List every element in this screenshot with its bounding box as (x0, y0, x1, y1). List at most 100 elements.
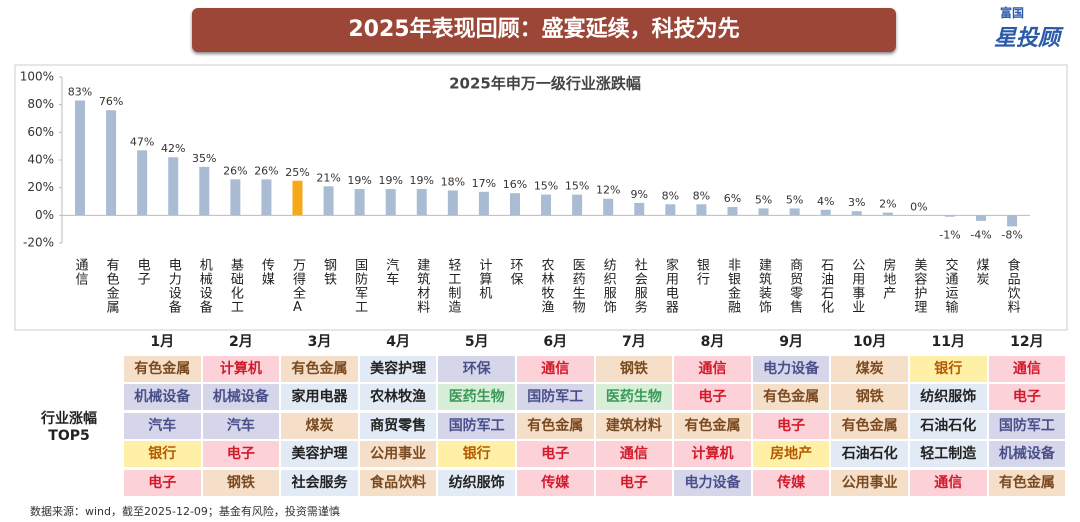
x-tick-label: 国防军工 (352, 258, 368, 314)
value-label: 6% (724, 192, 741, 205)
bar (230, 179, 241, 216)
bar (851, 211, 862, 216)
x-tick-label: 煤炭 (974, 258, 990, 286)
y-tick-label: -20% (23, 236, 54, 250)
x-tick-label: 农林牧渔 (539, 258, 555, 314)
table-cell: 银行 (910, 356, 987, 382)
table-cell: 美容护理 (359, 356, 437, 382)
bar (292, 180, 303, 216)
table-cell: 计算机 (202, 356, 280, 382)
x-tick-label: 通信 (73, 258, 89, 286)
table-cell: 银行 (124, 441, 201, 468)
table-cell: 钢铁 (202, 469, 280, 496)
value-label: 2% (879, 198, 896, 211)
bar (634, 202, 645, 216)
table-cell: 通信 (517, 356, 594, 382)
table-cell: 计算机 (674, 441, 751, 468)
table-cell: 电子 (595, 469, 673, 496)
x-tick-label: 非银金融 (725, 258, 741, 314)
value-label: -1% (939, 228, 960, 241)
table-cell: 钢铁 (595, 356, 673, 382)
x-tick-label: 电子 (135, 258, 151, 286)
table-cell: 有色金属 (124, 356, 201, 382)
table-cell: 通信 (910, 469, 987, 496)
table-cell: 国防军工 (517, 384, 594, 411)
table-cell: 公用事业 (831, 469, 908, 496)
table-cell: 医药生物 (595, 384, 673, 411)
table-cell: 有色金属 (281, 356, 358, 382)
table-cell: 煤炭 (831, 356, 908, 382)
bar (261, 179, 272, 216)
y-tick-label: 40% (27, 153, 54, 167)
x-tick-label: 房地产 (880, 257, 896, 300)
value-label: 26% (223, 164, 247, 177)
x-tick-label: 电力设备 (166, 258, 182, 314)
x-tick-label: 食品饮料 (1005, 257, 1021, 314)
month-header: 3月 (307, 334, 332, 350)
value-label: 3% (848, 196, 865, 209)
table-cell: 有色金属 (831, 412, 908, 439)
banner-title: 2025年表现回顾：盛宴延续，科技为先 (192, 8, 896, 52)
month-header: 10月 (852, 334, 887, 350)
table-cell: 通信 (595, 441, 673, 468)
footer: 数据来源：wind，截至2025-12-09；基金有风险，投资需谨慎 (30, 505, 340, 518)
x-tick-label: 石油石化 (818, 258, 834, 314)
bar (758, 208, 769, 216)
value-label: 8% (693, 189, 710, 202)
table-cell: 电力设备 (752, 356, 830, 382)
bar (727, 207, 738, 216)
bar (323, 186, 334, 216)
table-cell: 机械设备 (988, 441, 1066, 468)
value-label: 26% (254, 164, 278, 177)
table-cell: 电子 (202, 441, 280, 468)
value-label: 17% (472, 177, 496, 190)
table-cell: 石油石化 (831, 441, 908, 468)
table-cell: 电子 (752, 412, 830, 439)
logo-main: 星投顾 (994, 26, 1061, 51)
value-label: 15% (565, 180, 589, 193)
table-cell: 通信 (988, 356, 1066, 382)
table-cell: 有色金属 (674, 412, 751, 439)
table-cell: 电子 (124, 469, 201, 496)
bar (478, 191, 489, 216)
table-cell: 国防军工 (438, 412, 515, 439)
table-cell: 有色金属 (752, 384, 830, 411)
bar (789, 208, 800, 216)
y-tick-label: 0% (35, 208, 54, 222)
table-cell: 商贸零售 (359, 412, 437, 439)
value-label: 16% (503, 178, 527, 191)
table-cell: 电子 (988, 384, 1066, 411)
bar (820, 209, 831, 216)
bar (603, 198, 614, 216)
bar (137, 150, 148, 216)
table-cell: 传媒 (752, 469, 830, 496)
bar (541, 194, 552, 216)
x-tick-label: 美容护理 (911, 258, 927, 314)
table-cell: 有色金属 (988, 469, 1066, 496)
x-tick-label: 传媒 (259, 258, 275, 286)
bar (354, 189, 365, 216)
x-tick-label: 公用事业 (849, 258, 865, 314)
table-cell: 医药生物 (438, 384, 515, 411)
bar (416, 189, 427, 216)
bar (944, 215, 955, 217)
bar (75, 100, 85, 216)
value-label: 0% (910, 200, 927, 213)
chart-frame (14, 64, 1068, 331)
value-label: -8% (1001, 228, 1022, 241)
value-label: 5% (755, 193, 772, 206)
y-tick-label: 60% (27, 125, 54, 139)
month-header: 2月 (229, 334, 253, 350)
value-label: 76% (99, 95, 123, 108)
month-header: 4月 (386, 334, 410, 350)
table-cell: 机械设备 (202, 384, 280, 411)
table-cell: 电子 (517, 441, 594, 468)
x-tick-label: 银行 (694, 258, 710, 286)
bar (572, 194, 583, 216)
table-cell: 轻工制造 (910, 441, 987, 468)
table-cell: 通信 (674, 356, 751, 382)
bar (168, 157, 179, 216)
y-tick-label: 80% (27, 97, 54, 111)
table-cell: 纺织服饰 (910, 384, 987, 411)
